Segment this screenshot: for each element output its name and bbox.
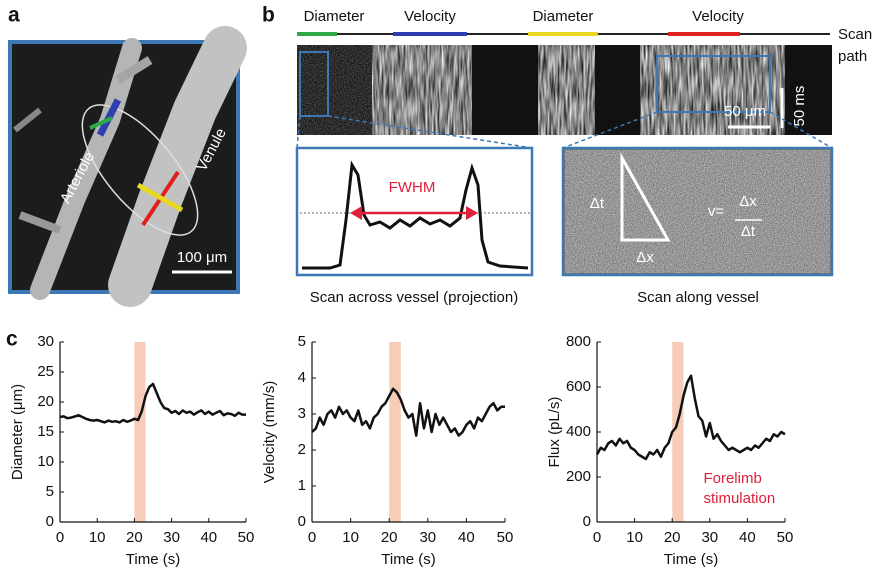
panel-label: c: [6, 328, 18, 351]
x-tick-label: 30: [701, 529, 718, 546]
y-tick-label: 25: [37, 363, 54, 380]
y-tick-label: 0: [583, 513, 591, 530]
data-line: [311, 387, 505, 437]
micrograph: [8, 26, 247, 307]
y-tick-label: 0: [46, 513, 54, 530]
x-tick-label: 40: [200, 529, 217, 546]
y-tick-label: 0: [298, 513, 306, 530]
scan-path-label: path: [838, 48, 867, 65]
x-tick-label: 50: [497, 529, 514, 546]
y-axis-label: Velocity (mm/s): [261, 381, 278, 484]
x-tick-label: 0: [56, 529, 64, 546]
y-tick-label: 800: [566, 333, 591, 350]
y-tick-label: 400: [566, 423, 591, 440]
diameter-profile: [295, 146, 534, 277]
y-tick-label: 4: [298, 369, 306, 386]
stimulation-band: [389, 342, 401, 522]
y-tick-label: 5: [298, 333, 306, 350]
y-axis-label: Flux (pL/s): [546, 397, 563, 468]
y-tick-label: 2: [298, 441, 306, 458]
x-tick-label: 10: [626, 529, 643, 546]
x-axis-label: Time (s): [381, 551, 435, 568]
data-line: [59, 382, 246, 424]
data-line: [595, 374, 786, 461]
x-tick-label: 30: [419, 529, 436, 546]
scale-bar-label: 100 μm: [177, 249, 227, 266]
panel-label: b: [262, 4, 275, 27]
scan-segment-label: Velocity: [692, 8, 744, 25]
stimulation-band: [672, 342, 684, 522]
x-tick-label: 50: [777, 529, 794, 546]
scan-segment-label: Diameter: [533, 8, 594, 25]
y-tick-label: 20: [37, 393, 54, 410]
fwhm-label: FWHM: [389, 179, 436, 196]
y-tick-label: 3: [298, 405, 306, 422]
annotation: Forelimb: [703, 470, 761, 487]
scan-segment-label: Diameter: [304, 8, 365, 25]
x-tick-label: 40: [458, 529, 475, 546]
scan-segment-label: Velocity: [404, 8, 456, 25]
scale-label: 50 μm: [724, 103, 766, 120]
stimulation-band: [134, 342, 146, 522]
y-tick-label: 1: [298, 477, 306, 494]
scan-path-label: Scan: [838, 26, 872, 43]
kymograph: [296, 45, 833, 149]
caption: Scan along vessel: [637, 289, 759, 306]
y-axis-label: Diameter (μm): [9, 384, 26, 480]
x-tick-label: 40: [739, 529, 756, 546]
x-tick-label: 0: [593, 529, 601, 546]
x-tick-label: 10: [342, 529, 359, 546]
y-tick-label: 15: [37, 423, 54, 440]
x-axis-label: Time (s): [664, 551, 718, 568]
y-tick-label: 10: [37, 453, 54, 470]
fraction-denominator: Δt: [741, 223, 756, 240]
velocity-equation: v=: [708, 203, 725, 220]
caption: Scan across vessel (projection): [310, 289, 518, 306]
x-tick-label: 0: [308, 529, 316, 546]
x-tick-label: 30: [163, 529, 180, 546]
x-tick-label: 20: [664, 529, 681, 546]
annotation: stimulation: [703, 490, 775, 507]
fraction-numerator: Δx: [739, 193, 757, 210]
x-axis-label: Time (s): [126, 551, 180, 568]
scale-label: 50 ms: [791, 86, 808, 127]
x-tick-label: 10: [89, 529, 106, 546]
delta-t: Δt: [590, 195, 605, 212]
y-tick-label: 200: [566, 468, 591, 485]
x-tick-label: 50: [238, 529, 255, 546]
delta-x: Δx: [636, 249, 654, 266]
x-tick-label: 20: [381, 529, 398, 546]
y-tick-label: 5: [46, 483, 54, 500]
panel-label: a: [8, 4, 20, 27]
velocity-kymograph: [561, 146, 834, 277]
y-tick-label: 600: [566, 378, 591, 395]
y-tick-label: 30: [37, 333, 54, 350]
x-tick-label: 20: [126, 529, 143, 546]
